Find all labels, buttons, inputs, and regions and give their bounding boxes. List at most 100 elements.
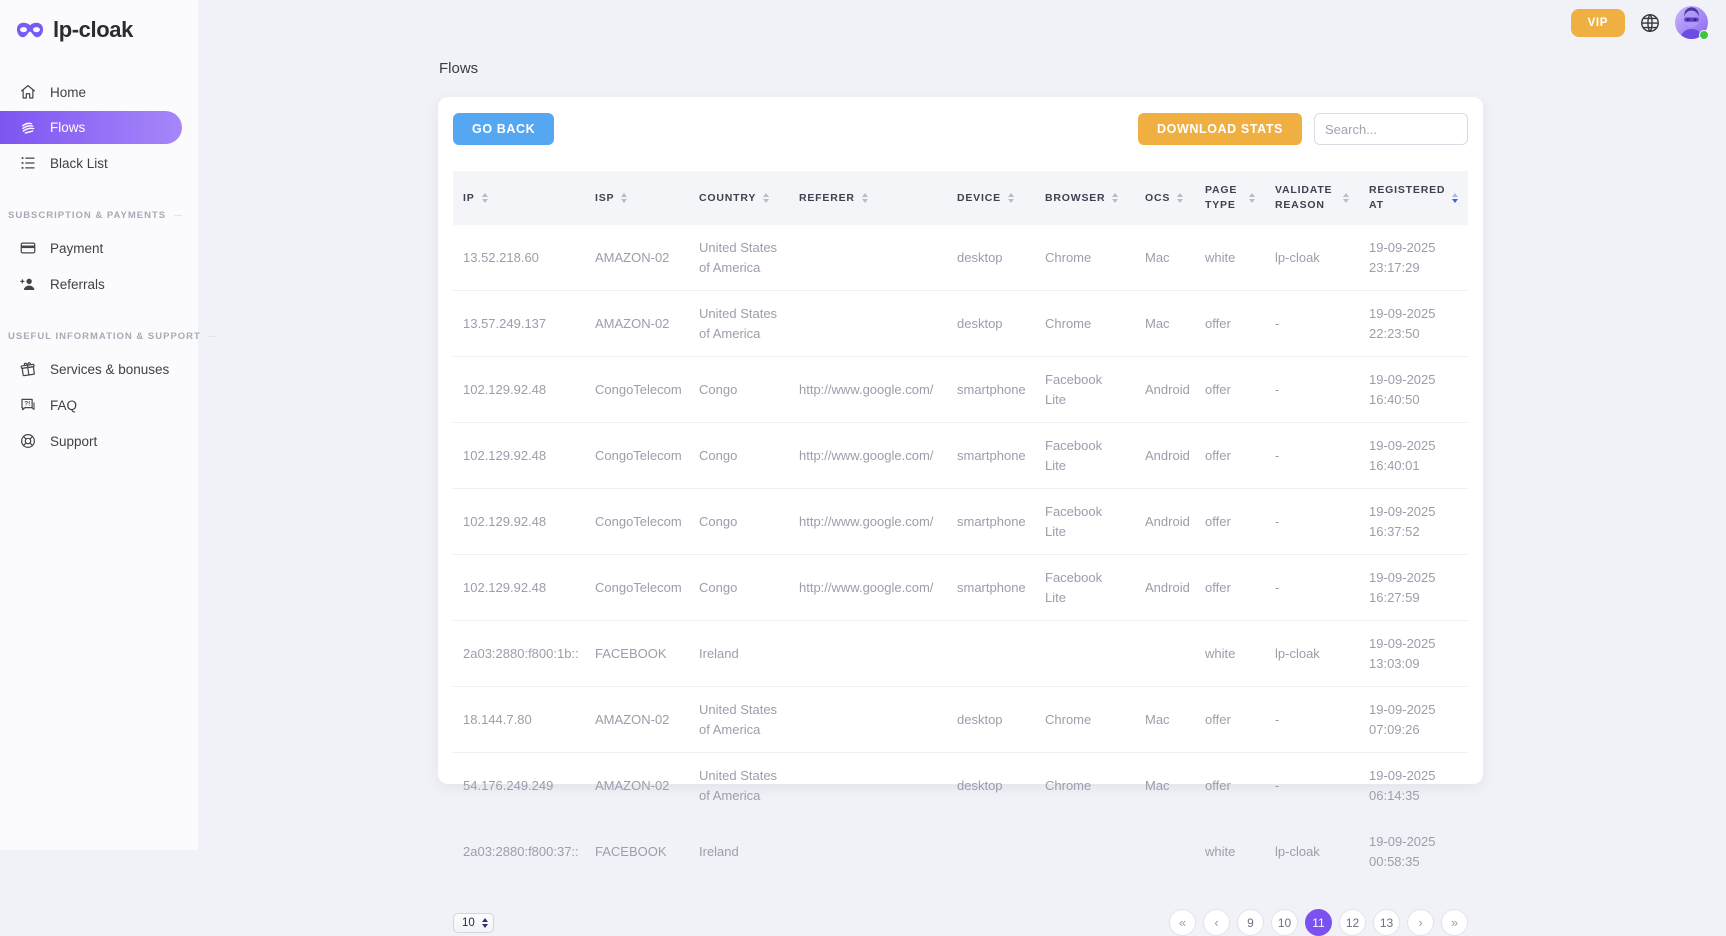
sort-icon[interactable] — [481, 192, 488, 204]
cell-browser: Facebook Lite — [1035, 554, 1135, 621]
pagination-page-12[interactable]: 12 — [1339, 909, 1366, 936]
column-header-page_type[interactable]: PAGE TYPE — [1195, 171, 1265, 226]
sidebar-item-home[interactable]: Home — [0, 75, 198, 109]
cell-validate_reason: - — [1265, 752, 1359, 819]
cell-page_type: offer — [1195, 422, 1265, 489]
cell-isp: FACEBOOK — [585, 818, 689, 885]
cell-country: United States of America — [689, 686, 789, 753]
cell-referer: http://www.google.com/ — [789, 554, 947, 621]
go-back-button[interactable]: GO BACK — [453, 113, 555, 145]
column-label: REGISTERED AT — [1369, 184, 1446, 212]
table-row: 2a03:2880:f800:37:: FACEBOOK Ireland white l… — [453, 818, 1468, 885]
sort-icon[interactable] — [1112, 192, 1119, 204]
cell-validate_reason: - — [1265, 488, 1359, 555]
sort-icon[interactable] — [1343, 192, 1349, 204]
vip-button[interactable]: VIP — [1570, 8, 1625, 37]
sidebar-item-payment[interactable]: Payment — [0, 231, 198, 265]
cell-validate_reason: lp-cloak — [1275, 250, 1320, 266]
cell-isp: AMAZON-02 — [585, 752, 689, 819]
sidebar-item-support[interactable]: Support — [0, 424, 198, 458]
cell-device: desktop — [947, 752, 1035, 819]
column-label: DEVICE — [957, 191, 1001, 204]
page-size-select[interactable]: 10 — [453, 912, 494, 933]
sidebar-item-label: Home — [50, 84, 87, 100]
avatar[interactable] — [1675, 6, 1709, 40]
download-stats-button[interactable]: DOWNLOAD STATS — [1138, 113, 1302, 145]
sort-icon[interactable] — [621, 192, 628, 204]
sidebar-item-faq[interactable]: ?! FAQ — [0, 388, 198, 422]
pagination-page-11[interactable]: 11 — [1305, 909, 1332, 936]
table-row: 54.176.249.249 AMAZON-02 United States of … — [453, 752, 1468, 819]
cell-device: smartphone — [947, 554, 1035, 621]
cell-ip: 13.52.218.60 — [463, 250, 539, 266]
cell-referer: http://www.google.com/ — [789, 356, 947, 423]
column-header-ocs[interactable]: OCS — [1135, 171, 1195, 226]
pagination-page-9[interactable]: 9 — [1237, 909, 1264, 936]
column-header-device[interactable]: DEVICE — [947, 171, 1035, 226]
column-header-validate_reason[interactable]: VALIDATE REASON — [1265, 171, 1359, 226]
flows-icon — [18, 118, 37, 137]
sidebar-item-label: Referrals — [50, 276, 105, 292]
cell-country: Ireland — [689, 620, 789, 687]
cell-registered_at: 19-09-2025 16:40:50 — [1359, 356, 1468, 423]
pagination-page-10[interactable]: 10 — [1271, 909, 1298, 936]
sort-icon[interactable] — [1249, 192, 1255, 204]
flows-table: IP ISP COUNTRY REFERER DEVICE BROWSER OCS PAGE … — [453, 171, 1468, 885]
cell-ocs — [1135, 818, 1195, 885]
section-subscription-payments: SUBSCRIPTION & PAYMENTS — [0, 210, 198, 221]
sidebar-item-referrals[interactable]: Referrals — [0, 267, 198, 301]
sidebar-item-label: Black List — [50, 155, 108, 171]
faq-icon: ?! — [18, 396, 37, 415]
cell-device — [947, 818, 1035, 885]
sort-icon[interactable] — [1007, 192, 1014, 204]
column-header-registered_at[interactable]: REGISTERED AT — [1359, 171, 1468, 226]
cell-referer: http://www.google.com/ — [789, 488, 947, 555]
cell-device: smartphone — [947, 422, 1035, 489]
cell-isp: CongoTelecom — [585, 422, 689, 489]
brand-logo[interactable]: lp-cloak — [0, 13, 198, 47]
cell-ocs: Mac — [1135, 686, 1195, 753]
cell-registered_at: 19-09-2025 00:58:35 — [1359, 818, 1468, 885]
column-label: OCS — [1145, 191, 1171, 204]
cell-ip: 18.144.7.80 — [453, 686, 585, 753]
cell-registered_at: 19-09-2025 23:17:29 — [1369, 240, 1436, 275]
cell-isp: CongoTelecom — [585, 356, 689, 423]
column-header-country[interactable]: COUNTRY — [689, 171, 789, 226]
pagination-page-13[interactable]: 13 — [1373, 909, 1400, 936]
column-header-ip[interactable]: IP — [453, 171, 585, 226]
column-header-browser[interactable]: BROWSER — [1035, 171, 1135, 226]
cell-registered_at: 19-09-2025 16:40:01 — [1359, 422, 1468, 489]
cell-ocs: Android — [1135, 422, 1195, 489]
sort-icon[interactable] — [1177, 192, 1184, 204]
pagination-first-button[interactable]: « — [1169, 909, 1196, 936]
sidebar-item-flows[interactable]: Flows — [0, 111, 182, 144]
pagination-prev-button[interactable]: ‹ — [1203, 909, 1230, 936]
search-input[interactable] — [1314, 113, 1468, 145]
sort-icon[interactable] — [1452, 192, 1459, 204]
cell-referer — [789, 290, 947, 357]
sort-icon[interactable] — [861, 192, 868, 204]
column-header-referer[interactable]: REFERER — [789, 171, 947, 226]
cell-country: United States of America — [699, 240, 778, 275]
column-header-isp[interactable]: ISP — [585, 171, 689, 226]
cell-page_type: white — [1195, 818, 1265, 885]
globe-icon[interactable] — [1639, 12, 1661, 34]
gift-icon — [18, 360, 37, 379]
cell-ocs: Mac — [1135, 290, 1195, 357]
sidebar-item-services-bonuses[interactable]: Services & bonuses — [0, 352, 198, 386]
pagination-last-button[interactable]: » — [1441, 909, 1468, 936]
cell-device: desktop — [947, 290, 1035, 357]
cell-validate_reason: - — [1265, 290, 1359, 357]
cell-browser — [1035, 620, 1135, 687]
cell-registered_at: 19-09-2025 07:09:26 — [1359, 686, 1468, 753]
table-row: 2a03:2880:f800:1b:: FACEBOOK Ireland white l… — [453, 620, 1468, 687]
cell-validate_reason: - — [1265, 686, 1359, 753]
brand-name: lp-cloak — [53, 17, 133, 42]
table-row: 18.144.7.80 AMAZON-02 United States of Ame… — [453, 686, 1468, 753]
card-footer: 10 « ‹ 9 10 11 12 13 › » — [453, 909, 1468, 936]
cell-page_type: white — [1195, 620, 1265, 687]
sidebar-item-black-list[interactable]: Black List — [0, 146, 198, 180]
sort-icon[interactable] — [763, 192, 770, 204]
cell-validate_reason: - — [1265, 422, 1359, 489]
pagination-next-button[interactable]: › — [1407, 909, 1434, 936]
